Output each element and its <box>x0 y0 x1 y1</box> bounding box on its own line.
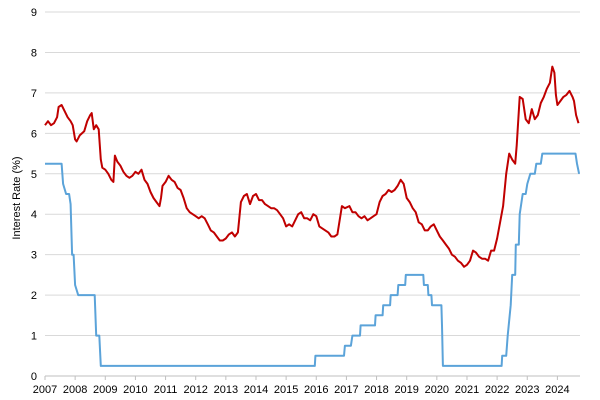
series-line-1 <box>44 65 580 268</box>
x-tick-label: 2022 <box>485 384 509 396</box>
y-tick-label: 3 <box>31 250 37 262</box>
y-tick-label: 2 <box>31 290 37 302</box>
x-tick-label: 2015 <box>274 384 298 396</box>
y-tick-label: 6 <box>31 128 37 140</box>
x-tick-label: 2008 <box>63 384 87 396</box>
y-tick-label: 0 <box>31 371 37 383</box>
y-axis-ticks: 0 1 2 3 4 5 6 7 8 9 <box>31 7 37 383</box>
y-tick-label: 5 <box>31 169 37 181</box>
x-tick-label: 2020 <box>425 384 449 396</box>
x-tick-label: 2018 <box>364 384 388 396</box>
y-tick-label: 1 <box>31 331 37 343</box>
y-tick-label: 4 <box>31 209 37 221</box>
x-axis-ticks: 2007 2008 2009 2010 2011 2012 2013 2014 2015 2016… <box>33 376 570 396</box>
x-tick-label: 2011 <box>154 384 178 396</box>
x-tick-label: 2007 <box>33 384 57 396</box>
x-tick-label: 2013 <box>214 384 238 396</box>
x-tick-label: 2009 <box>93 384 117 396</box>
x-tick-label: 2019 <box>394 384 418 396</box>
x-tick-label: 2017 <box>334 384 358 396</box>
x-tick-label: 2014 <box>244 384 268 396</box>
y-tick-label: 7 <box>31 88 37 100</box>
x-tick-label: 2021 <box>455 384 479 396</box>
x-tick-label: 2023 <box>515 384 539 396</box>
x-tick-label: 2010 <box>123 384 147 396</box>
y-tick-label: 9 <box>31 7 37 19</box>
y-axis-title: Interest Rate (%) <box>11 156 23 239</box>
x-tick-label: 2024 <box>545 384 569 396</box>
y-tick-label: 8 <box>31 47 37 59</box>
x-tick-label: 2016 <box>304 384 328 396</box>
series-line-2 <box>45 152 581 367</box>
series-layer <box>44 65 581 367</box>
x-tick-label: 2012 <box>183 384 207 396</box>
